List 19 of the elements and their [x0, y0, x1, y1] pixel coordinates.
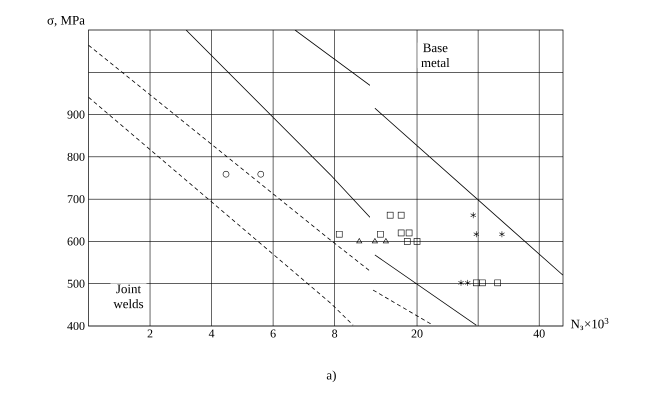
annotation: Joint welds [113, 284, 144, 308]
x-axis-title: N$_{з}$×10$^{3}$ [570, 318, 608, 330]
point [336, 230, 343, 238]
y-tick-label: 900 [67, 110, 85, 119]
point [356, 238, 362, 244]
y-tick-label: 600 [68, 237, 85, 246]
y-axis-title: σ, MPa [48, 16, 85, 26]
y-tick-label: 800 [68, 152, 85, 161]
x-tick-label: 20 [412, 330, 423, 338]
text: a) [326, 370, 336, 382]
y-tick-label: 500 [68, 280, 85, 288]
y-tick-label: 400 [67, 322, 85, 330]
x-tick-label: 8 [332, 330, 338, 338]
x-tick-label: 2 [148, 330, 152, 338]
x-tick-label: 40 [533, 330, 545, 338]
x-tick-label: 6 [270, 330, 276, 338]
annotation: Base metal [421, 44, 450, 68]
x-tick-label: 4 [208, 330, 214, 338]
y-tick-label: 700 [68, 195, 85, 204]
